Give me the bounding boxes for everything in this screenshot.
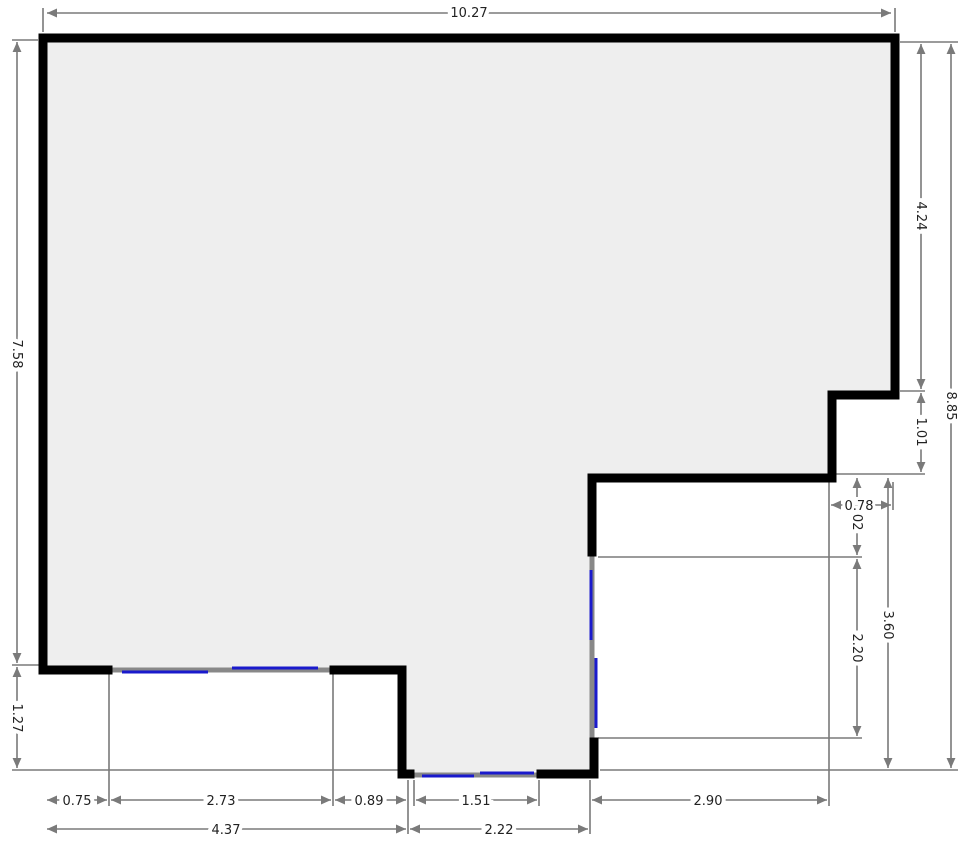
- dim-right-upper: 4.24: [913, 202, 928, 231]
- wall-main: [38, 33, 900, 675]
- dim-bottom-seg-1: 0.75: [63, 794, 92, 809]
- dim-bay-window: 1.51: [462, 794, 491, 809]
- wall-bay-left: [329, 665, 415, 779]
- dim-bottom-seg-2: 0.89: [355, 794, 384, 809]
- dim-step-height: 1.01: [913, 418, 928, 447]
- dim-left-wall: 7.58: [9, 340, 24, 369]
- dim-overall-height: 8.85: [943, 392, 958, 421]
- dim-bottom-projection: 1.27: [9, 704, 24, 733]
- extension-lines: [12, 8, 958, 834]
- wall-bay-right: [536, 737, 599, 779]
- window-glass: [122, 570, 598, 778]
- dim-bay-width: 2.22: [485, 823, 514, 838]
- dim-small-offset: 1.02: [849, 502, 864, 531]
- dim-bottom-total-left: 4.37: [212, 823, 241, 838]
- dim-overall-width: 10.27: [450, 6, 487, 21]
- dimension-lines: [12, 8, 956, 834]
- dim-right-lower: 3.60: [880, 611, 895, 640]
- dim-bottom-window: 2.73: [207, 794, 236, 809]
- dim-bottom-right: 2.90: [694, 794, 723, 809]
- room-floor: [43, 38, 895, 774]
- walls: [38, 33, 900, 779]
- dim-east-window: 2.20: [849, 634, 864, 663]
- dim-step-width: 0.78: [845, 499, 874, 514]
